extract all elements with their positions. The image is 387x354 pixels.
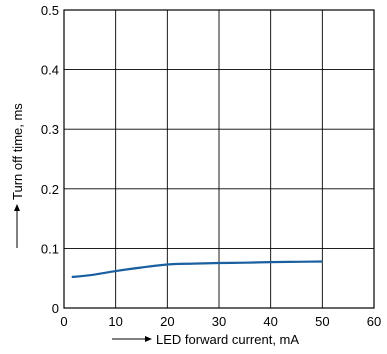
x-tick-label: 40 [263, 314, 277, 329]
y-tick-label: 0.2 [41, 182, 59, 197]
y-tick-labels: 0 0.1 0.2 0.3 0.4 0.5 [41, 3, 59, 316]
x-tick-label: 10 [108, 314, 122, 329]
y-tick-label: 0 [52, 301, 59, 316]
y-tick-label: 0.3 [41, 122, 59, 137]
x-tick-labels: 0 10 20 30 40 50 60 [60, 314, 381, 329]
x-axis-label: LED forward current, mA [156, 332, 299, 347]
y-tick-label: 0.4 [41, 63, 59, 78]
y-tick-label: 0.5 [41, 3, 59, 18]
series-line-0 [71, 260, 323, 279]
x-axis-arrow-head [145, 336, 152, 342]
x-tick-label: 60 [367, 314, 381, 329]
x-tick-label: 20 [160, 314, 174, 329]
plot-frame [63, 9, 375, 309]
y-axis-label-group: Turn off time, ms [10, 103, 25, 248]
x-tick-label: 50 [315, 314, 329, 329]
series-group [71, 260, 323, 279]
x-tick-label: 0 [60, 314, 67, 329]
y-axis-arrow-head [14, 204, 20, 211]
x-tick-label: 30 [212, 314, 226, 329]
y-tick-label: 0.1 [41, 241, 59, 256]
y-axis-label: Turn off time, ms [10, 103, 25, 200]
x-axis-label-group: LED forward current, mA [112, 332, 299, 347]
